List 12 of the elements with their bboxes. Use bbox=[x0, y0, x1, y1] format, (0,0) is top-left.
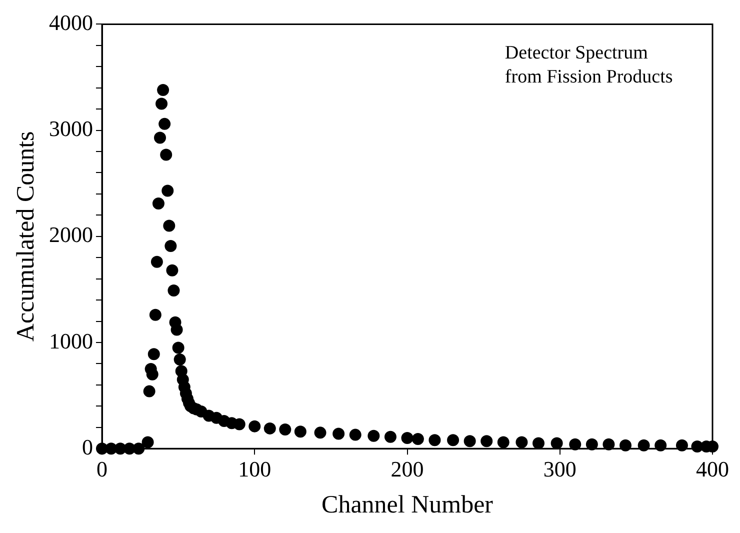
x-tick-label: 400 bbox=[696, 456, 729, 482]
x-tick-label: 300 bbox=[543, 456, 576, 482]
x-tick-label: 100 bbox=[238, 456, 272, 482]
y-tick-label: 1000 bbox=[49, 328, 93, 354]
y-axis-title: Accumulated Counts bbox=[12, 131, 40, 342]
annotation: Detector Spectrum from Fission Products bbox=[504, 42, 673, 88]
x-tick-label: 200 bbox=[390, 456, 424, 482]
y-tick-label: 2000 bbox=[49, 222, 93, 248]
y-tick-label: 3000 bbox=[49, 116, 93, 142]
x-axis-title: Channel Number bbox=[322, 492, 494, 519]
y-tick-label: 4000 bbox=[49, 10, 93, 35]
y-tick-label: 0 bbox=[82, 434, 93, 460]
